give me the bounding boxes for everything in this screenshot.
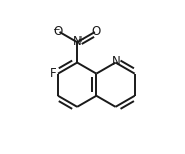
Text: −: −	[52, 24, 59, 33]
Text: +: +	[77, 35, 83, 44]
Text: F: F	[50, 67, 57, 80]
Text: O: O	[53, 24, 63, 38]
Text: N: N	[112, 55, 121, 68]
Text: N: N	[73, 35, 82, 48]
Text: O: O	[91, 24, 101, 38]
